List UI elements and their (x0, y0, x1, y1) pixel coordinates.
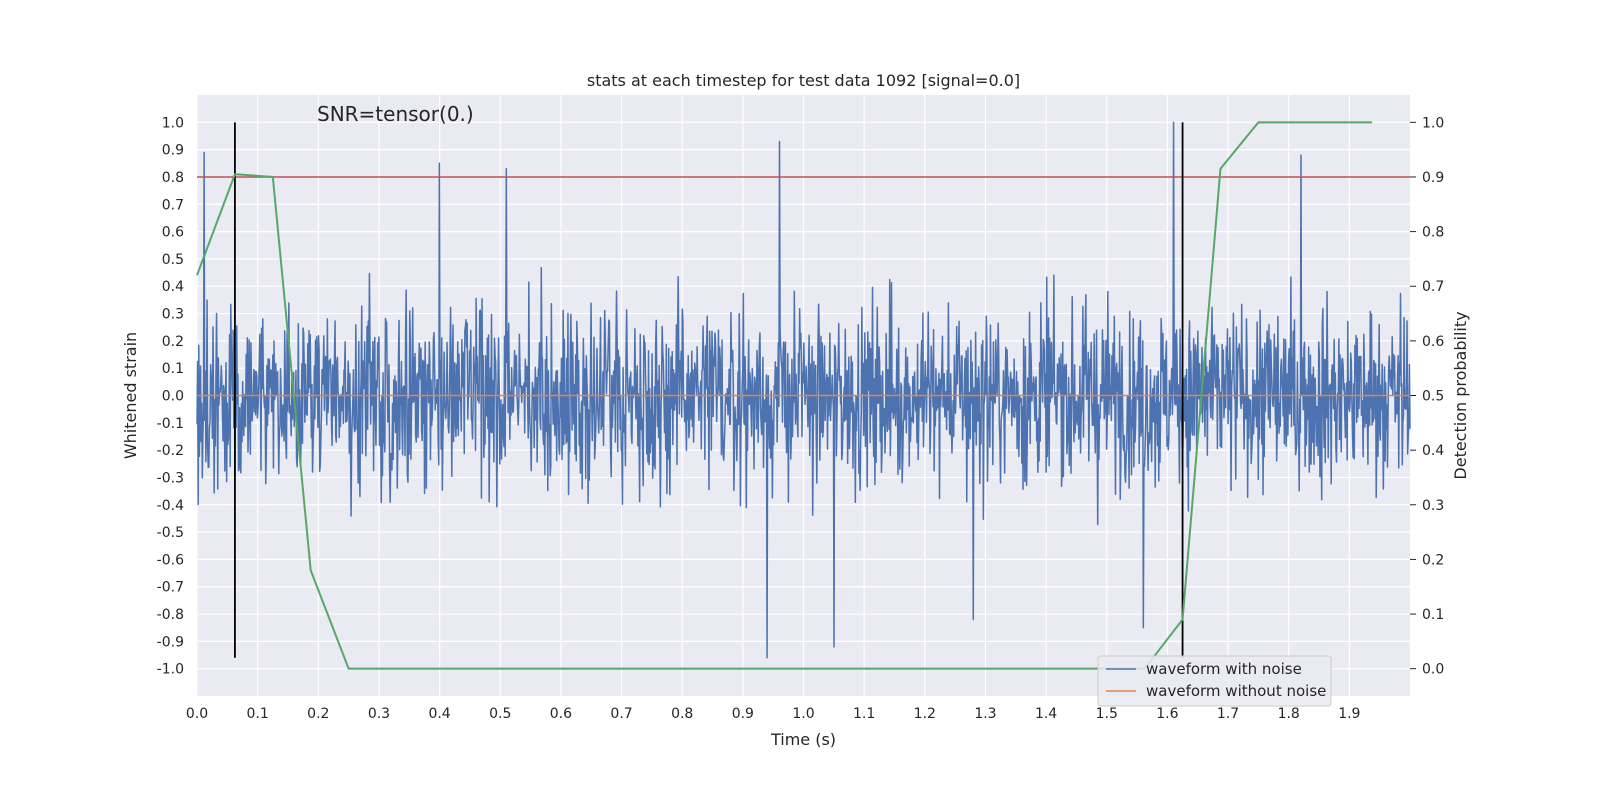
chart-title: stats at each timestep for test data 109… (587, 71, 1020, 90)
y-tick-label: 0.7 (162, 197, 184, 213)
x-tick-label: 1.4 (1035, 706, 1057, 722)
y2-tick-label: 0.5 (1422, 389, 1444, 405)
y-tick-label: 0.8 (162, 170, 184, 186)
x-tick-label: 0.8 (671, 706, 693, 722)
x-tick-label: 0.0 (186, 706, 208, 722)
y-tick-label: 0.5 (162, 252, 184, 268)
x-tick-label: 0.3 (368, 706, 390, 722)
y-tick-label: -0.9 (157, 634, 184, 650)
x-tick-label: 0.2 (307, 706, 329, 722)
y-tick-label: -0.7 (157, 580, 184, 596)
y-tick-label: -0.3 (157, 470, 184, 486)
y-axis-label: Whitened strain (121, 332, 140, 459)
y2-tick-label: 1.0 (1422, 115, 1444, 131)
x-tick-label: 0.7 (610, 706, 632, 722)
x-tick-label: 1.3 (974, 706, 996, 722)
y-tick-label: -0.8 (157, 607, 184, 623)
x-tick-label: 1.1 (853, 706, 875, 722)
legend-box (1097, 655, 1332, 707)
y-tick-label: -0.2 (157, 443, 184, 459)
axis-ticks: 0.0 0.1 0.2 0.3 0.4 0.5 0.6 0.7 0.8 0.9 1.0 1.1 1.2 1… (157, 115, 1445, 722)
y2-axis-label: Detection probability (1451, 311, 1470, 479)
y-tick-label: 0.6 (162, 225, 184, 241)
y2-tick-label: 0.4 (1422, 443, 1444, 459)
x-tick-label: 1.0 (792, 706, 814, 722)
y2-tick-label: 0.7 (1422, 279, 1444, 295)
x-tick-label: 0.1 (247, 706, 269, 722)
y-tick-label: -1.0 (157, 662, 184, 678)
y2-tick-label: 0.8 (1422, 225, 1444, 241)
x-tick-label: 0.4 (428, 706, 450, 722)
waveform-with-noise-line (196, 121, 1411, 659)
snr-annotation: SNR=tensor(0.) (317, 102, 474, 126)
y2-tick-label: 0.9 (1422, 170, 1444, 186)
x-tick-label: 1.2 (914, 706, 936, 722)
y-tick-label: 0.3 (162, 307, 184, 323)
y-tick-label: 0.0 (162, 389, 184, 405)
y-tick-label: 1.0 (162, 115, 184, 131)
y-tick-label: 0.9 (162, 143, 184, 159)
y2-tick-label: 0.2 (1422, 552, 1444, 568)
x-tick-label: 0.5 (489, 706, 511, 722)
x-tick-label: 0.6 (550, 706, 572, 722)
y-tick-label: -0.4 (157, 498, 184, 514)
x-tick-label: 1.8 (1278, 706, 1300, 722)
x-axis-label: Time (s) (770, 730, 836, 749)
x-tick-label: 1.6 (1156, 706, 1178, 722)
legend: waveform with noise waveform without noi… (1097, 655, 1332, 707)
y-tick-label: 0.1 (162, 361, 184, 377)
y2-tick-label: 0.1 (1422, 607, 1444, 623)
x-tick-label: 1.7 (1217, 706, 1239, 722)
y2-tick-label: 0.3 (1422, 498, 1444, 514)
y-tick-label: 0.2 (162, 334, 184, 350)
x-tick-label: 1.5 (1096, 706, 1118, 722)
legend-label-without-noise: waveform without noise (1146, 682, 1326, 700)
y-tick-label: -0.6 (157, 552, 184, 568)
legend-label-with-noise: waveform with noise (1146, 660, 1302, 678)
y-tick-label: -0.5 (157, 525, 184, 541)
y2-tick-label: 0.0 (1422, 662, 1444, 678)
x-tick-label: 1.9 (1338, 706, 1360, 722)
y-tick-label: -0.1 (157, 416, 184, 432)
series-waveform-with-noise (196, 121, 1411, 659)
x-tick-label: 0.9 (732, 706, 754, 722)
y-tick-label: 0.4 (162, 279, 184, 295)
y2-tick-label: 0.6 (1422, 334, 1444, 350)
